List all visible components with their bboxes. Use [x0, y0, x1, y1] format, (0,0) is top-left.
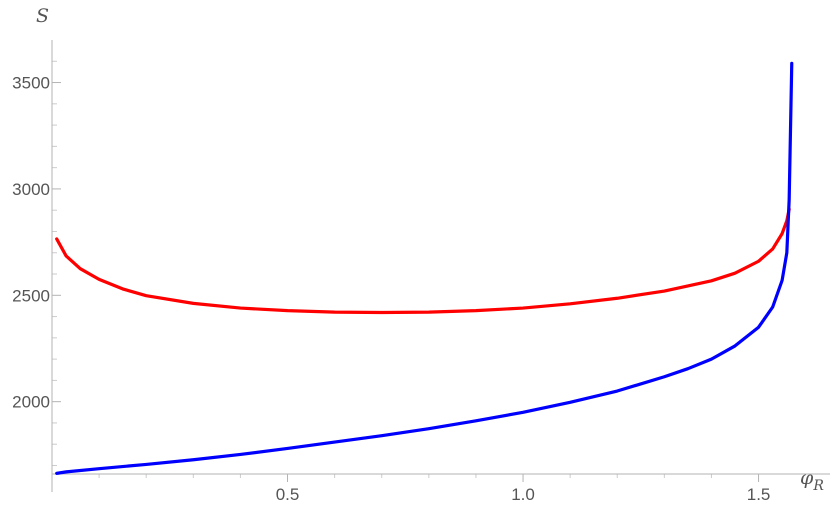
y-tick-label: 3500	[12, 74, 50, 93]
x-tick-label: 0.5	[276, 485, 300, 504]
axis-ticks	[52, 60, 760, 482]
x-tick-label: 1.0	[511, 485, 535, 504]
y-axis-title: S	[36, 5, 49, 27]
series-line-1	[55, 207, 791, 315]
series-line-2	[55, 61, 794, 475]
x-tick-label: 1.5	[747, 485, 771, 504]
tick-labels: 0.5 1.0 1.5 2000 2500 3000 3500	[12, 74, 770, 504]
y-tick-label: 3000	[12, 180, 50, 199]
y-tick-label: 2500	[12, 286, 50, 305]
x-axis-title-subscript: R	[812, 478, 824, 494]
x-axis-title: φR	[800, 467, 824, 494]
y-tick-label: 2000	[12, 393, 50, 412]
x-axis-title-main: φ	[800, 467, 814, 489]
series-layer	[55, 61, 794, 475]
